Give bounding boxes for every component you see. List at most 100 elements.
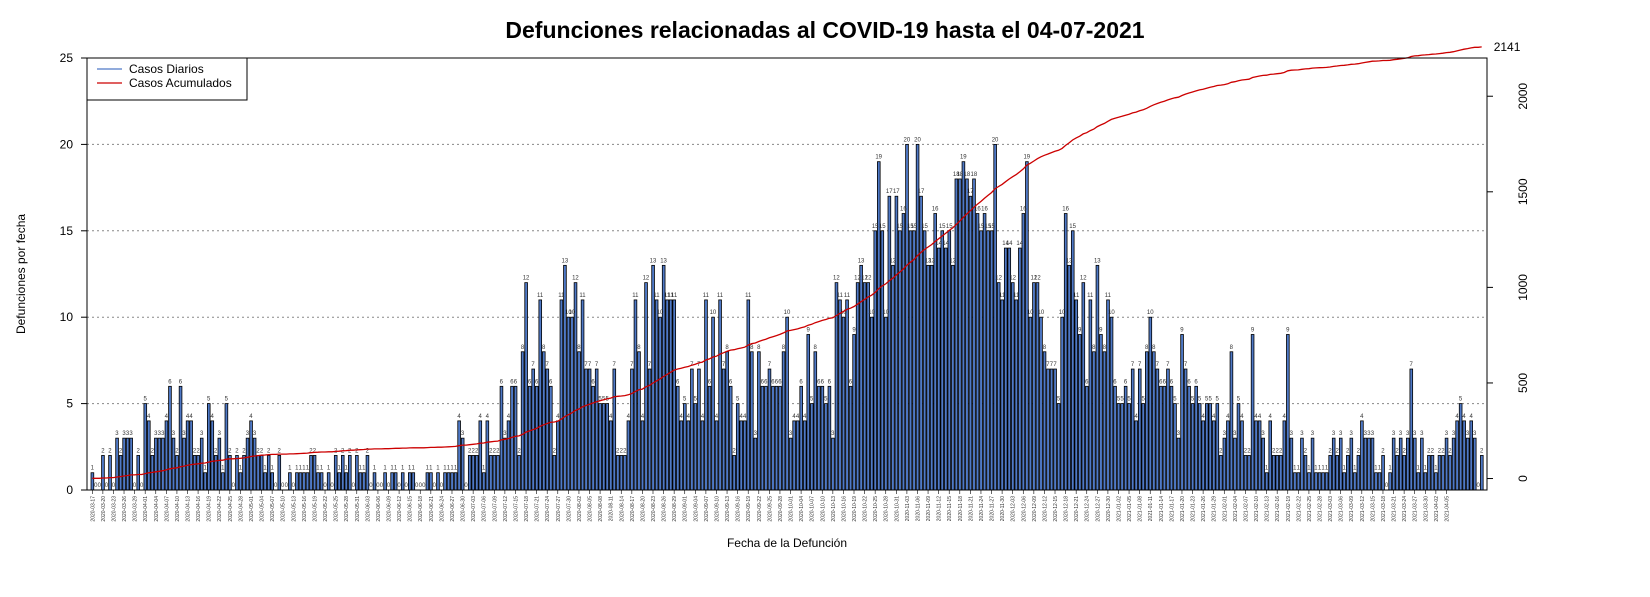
x-tick-label: 2021-01-29 [1212, 496, 1218, 522]
bar [774, 385, 779, 491]
bar [1427, 455, 1431, 491]
bar [753, 437, 758, 491]
bar-value-label: 2 [1247, 448, 1251, 454]
bar-value-label: 2 [278, 448, 282, 454]
bar [1166, 368, 1170, 491]
bar-value-label: 5 [810, 397, 814, 403]
bar-value-label: 6 [849, 379, 853, 385]
bar [485, 420, 490, 491]
bar-value-label: 1 [1378, 466, 1382, 472]
bar-value-label: 12 [833, 276, 840, 282]
bar [1092, 351, 1096, 491]
bar-value-label: 2 [1395, 448, 1399, 454]
bar-value-label: 1 [1424, 466, 1428, 472]
bar [711, 316, 715, 491]
bar-value-label: 6 [1170, 379, 1174, 385]
bar [263, 472, 267, 491]
bar [658, 316, 662, 491]
bar [1095, 264, 1100, 491]
bar [1063, 213, 1068, 491]
bar-value-label: 8 [1103, 345, 1107, 351]
bar [637, 351, 641, 491]
bar [1204, 403, 1209, 491]
bar-value-label: 0 [281, 483, 285, 489]
bar-value-label: 2 [267, 448, 271, 454]
bar-value-label: 6 [708, 379, 712, 385]
bar-value-label: 2 [1304, 448, 1308, 454]
bar-value-label: 6 [799, 379, 803, 385]
x-tick-label: 2020-07-12 [503, 496, 509, 522]
bar-value-label: 17 [886, 189, 893, 195]
bar-value-label: 11 [579, 293, 586, 299]
bar-value-label: 5 [225, 397, 229, 403]
bar-value-label: 9 [1180, 327, 1184, 333]
bar-value-label: 5 [1191, 397, 1195, 403]
bar [1441, 455, 1445, 491]
bar-value-label: 1 [359, 466, 363, 472]
bar [750, 351, 754, 491]
bar [1085, 385, 1089, 491]
x-tick-label: 2021-02-16 [1275, 496, 1281, 522]
bar-value-label: 2 [341, 448, 345, 454]
bar [337, 472, 342, 491]
bar [503, 437, 507, 491]
bar [764, 385, 768, 491]
bar-value-label: 2 [1480, 448, 1484, 454]
bar-value-label: 5 [1057, 397, 1061, 403]
bar [520, 351, 525, 491]
bar-value-label: 10 [882, 310, 889, 316]
bar [630, 368, 634, 491]
bar [496, 455, 500, 491]
bar-value-label: 11 [1087, 293, 1094, 299]
bar [1444, 437, 1449, 491]
x-tick-label: 2020-05-25 [334, 496, 340, 522]
bar-value-label: 1 [345, 466, 349, 472]
bar-value-label: 1 [373, 466, 377, 472]
bar [922, 230, 927, 491]
bar [563, 264, 567, 491]
bar-value-label: 3 [126, 431, 130, 437]
bar [728, 385, 733, 491]
bar [894, 195, 899, 491]
x-tick-label: 2020-04-25 [228, 496, 234, 522]
bar-value-label: 6 [775, 379, 779, 385]
bar-value-label: 7 [648, 362, 652, 368]
x-tick-label: 2020-11-21 [968, 496, 974, 521]
bar [1028, 316, 1033, 491]
bar [1254, 420, 1258, 491]
bar [1102, 351, 1107, 491]
bar-value-label: 0 [440, 483, 444, 489]
bar-value-label: 10 [565, 310, 572, 316]
bar [450, 472, 454, 491]
legend: Casos Diarios Casos Acumulados [86, 57, 248, 101]
bar-value-label: 0 [422, 483, 426, 489]
bar-value-label: 2 [214, 448, 218, 454]
x-tick-label: 2021-02-22 [1296, 496, 1302, 522]
bar-value-label: 2 [108, 448, 112, 454]
bar-value-label: 6 [1085, 379, 1089, 385]
bar [746, 299, 751, 491]
bar [919, 195, 923, 491]
bar-value-label: 5 [1205, 397, 1209, 403]
bar-value-label: 0 [133, 483, 137, 489]
bar-value-label: 15 [946, 224, 953, 230]
x-tick-label: 2020-12-21 [1074, 496, 1080, 522]
bar [601, 403, 606, 491]
bar [862, 282, 867, 491]
bar-value-label: 0 [98, 483, 102, 489]
bar-value-label: 1 [401, 466, 405, 472]
x-tick-label: 2021-03-30 [1423, 496, 1429, 522]
bar [887, 195, 892, 491]
bar-value-label: 5 [605, 397, 609, 403]
x-tick-label: 2020-09-13 [725, 496, 731, 522]
x-tick-label: 2020-06-24 [439, 496, 445, 522]
bar [767, 368, 772, 491]
bar [1088, 299, 1093, 491]
bar-value-label: 3 [182, 431, 186, 437]
bar [810, 403, 814, 491]
bar [591, 385, 595, 491]
x-tick-label: 2020-09-28 [778, 496, 784, 522]
bar [873, 230, 878, 491]
bar-value-label: 7 [768, 362, 772, 368]
bar [1081, 282, 1086, 491]
